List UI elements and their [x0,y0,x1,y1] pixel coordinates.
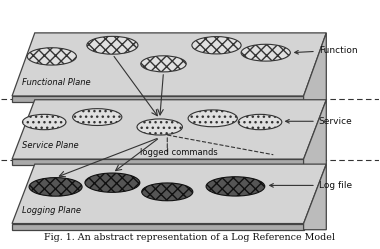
Polygon shape [12,96,304,102]
Ellipse shape [22,114,66,130]
Ellipse shape [137,119,182,135]
Polygon shape [304,33,326,102]
Ellipse shape [29,178,82,196]
Polygon shape [12,164,326,224]
Polygon shape [12,100,326,159]
Ellipse shape [141,56,186,72]
Ellipse shape [142,183,193,201]
Ellipse shape [85,173,140,192]
Text: Function: Function [295,46,357,55]
Polygon shape [12,159,304,165]
Polygon shape [12,33,326,96]
Polygon shape [304,164,326,230]
Text: Service: Service [286,117,353,126]
Ellipse shape [87,36,138,54]
Text: Service Plane: Service Plane [22,141,78,150]
Ellipse shape [238,114,282,130]
Ellipse shape [188,110,238,127]
Text: logged commands: logged commands [140,148,217,157]
Text: Log file: Log file [270,181,352,190]
Ellipse shape [27,48,76,65]
Ellipse shape [73,109,122,125]
Ellipse shape [192,37,241,54]
Text: Logging Plane: Logging Plane [22,206,81,215]
Ellipse shape [241,44,290,61]
Text: Fig. 1. An abstract representation of a Log Reference Model: Fig. 1. An abstract representation of a … [44,233,336,242]
Polygon shape [304,100,326,165]
Polygon shape [12,224,304,230]
Ellipse shape [206,177,265,196]
Text: Functional Plane: Functional Plane [22,78,90,87]
